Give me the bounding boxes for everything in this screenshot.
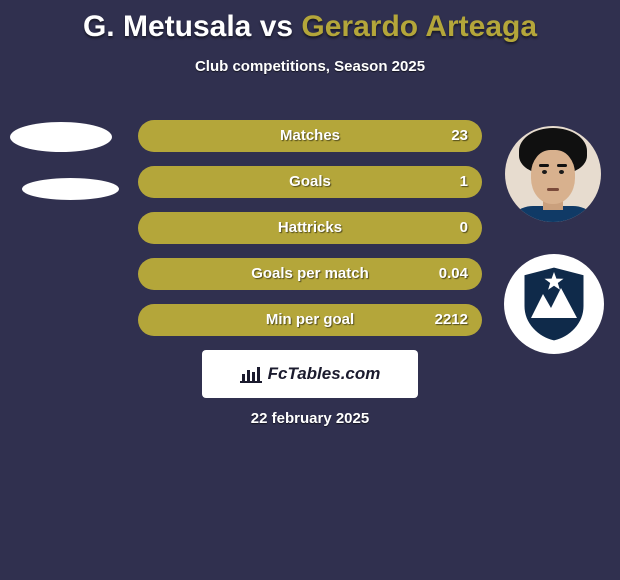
stat-bar-right — [138, 120, 482, 152]
stat-row: Goals per match0.04 — [138, 258, 482, 290]
player2-name: Gerardo Arteaga — [301, 10, 537, 43]
shield-icon — [519, 264, 589, 344]
stat-bar-right — [138, 258, 482, 290]
stat-row: Min per goal2212 — [138, 304, 482, 336]
branding-badge: FcTables.com — [202, 350, 418, 398]
stat-bar-right — [138, 304, 482, 336]
player2-club-crest — [504, 254, 604, 354]
player2-photo — [505, 126, 601, 222]
stat-row: Goals1 — [138, 166, 482, 198]
subtitle: Club competitions, Season 2025 — [0, 58, 620, 75]
stat-value-right: 0.04 — [439, 265, 468, 282]
stat-value-right: 2212 — [435, 311, 468, 328]
stat-value-right: 1 — [460, 173, 468, 190]
stats-container: Matches23 Goals1 Hattricks0 Goals per match… — [138, 120, 482, 350]
stat-bar-right — [138, 212, 482, 244]
stat-row: Matches23 — [138, 120, 482, 152]
player1-photo-placeholder — [10, 122, 112, 152]
comparison-title: G. Metusala vs Gerardo Arteaga — [0, 0, 620, 44]
title-vs: vs — [260, 10, 293, 43]
stat-row: Hattricks0 — [138, 212, 482, 244]
player1-crest-placeholder — [22, 178, 119, 200]
date-text: 22 february 2025 — [0, 410, 620, 427]
bar-chart-icon — [240, 365, 262, 383]
branding-text: FcTables.com — [268, 364, 381, 384]
player1-name: G. Metusala — [83, 10, 251, 43]
stat-bar-right — [138, 166, 482, 198]
stat-value-right: 23 — [451, 127, 468, 144]
stat-value-right: 0 — [460, 219, 468, 236]
